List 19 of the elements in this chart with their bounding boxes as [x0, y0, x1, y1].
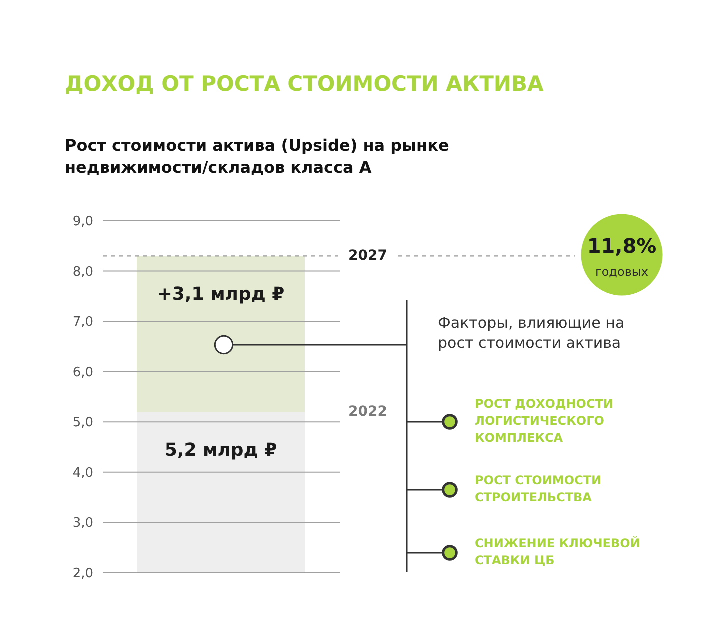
y-tick-label: 3,0	[72, 516, 94, 532]
text: 2022	[348, 404, 388, 420]
y-tick-label: 7,0	[72, 315, 94, 330]
chart-subtitle: Рост стоимости актива (Upside) на рынке недвижимости/складов класса А	[65, 136, 450, 178]
chart-title: ДОХОД ОТ РОСТА СТОИМОСТИ АКТИВА	[65, 72, 544, 96]
data-label: 5,2 млрд ₽	[164, 440, 278, 462]
text: СНИЖЕНИЕ КЛЮЧЕВОЙ СТАВКИ ЦБ	[475, 536, 640, 568]
y-tick-label: 2,0	[72, 566, 94, 582]
text: Факторы, влияющие на рост стоимости актива	[438, 314, 625, 352]
text: 11,8% годовых	[587, 234, 657, 279]
y-tick-label: 6,0	[72, 365, 94, 380]
data-label: +3,1 млрд ₽	[157, 284, 285, 306]
y-tick-label: 4,0	[72, 466, 94, 481]
text: 2027	[348, 248, 388, 264]
y-tick-label: 8,0	[72, 264, 94, 280]
text: РОСТ СТОИМОСТИ СТРОИТЕЛЬСТВА	[475, 474, 602, 504]
y-tick-label: 5,0	[72, 416, 94, 431]
y-tick-label: 9,0	[72, 214, 94, 230]
text: РОСТ ДОХОДНОСТИ ЛОГИСТИЧЕСКОГО КОМПЛЕКСА	[475, 397, 614, 445]
